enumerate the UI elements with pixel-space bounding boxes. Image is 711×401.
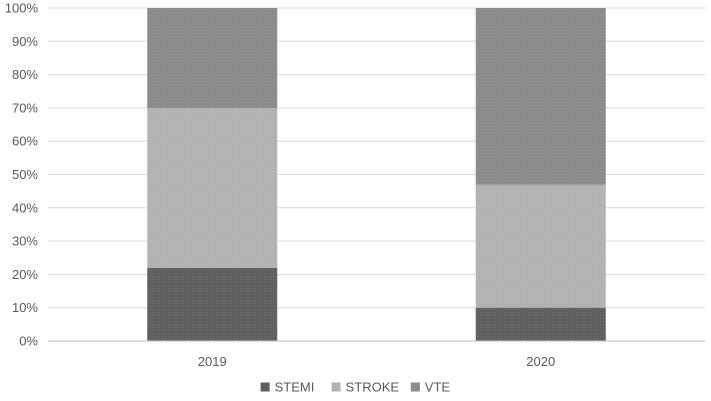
y-tick-label: 100% bbox=[5, 1, 39, 16]
bar-stemi-2019-texture bbox=[147, 267, 278, 341]
bar-vte-2020-texture bbox=[475, 8, 606, 185]
legend-swatch-stemi bbox=[260, 382, 270, 392]
y-axis: 0% 10% 20% 30% 40% 50% 60% 70% 80% 90% 100% bbox=[5, 1, 39, 349]
legend-label-stemi: STEMI bbox=[275, 380, 315, 395]
legend-swatch-vte bbox=[410, 382, 420, 392]
legend-label-stroke: STROKE bbox=[346, 380, 400, 395]
y-tick-label: 20% bbox=[12, 267, 38, 282]
y-tick-label: 30% bbox=[12, 234, 38, 249]
y-tick-label: 0% bbox=[19, 334, 38, 349]
y-tick-label: 70% bbox=[12, 100, 38, 115]
bars bbox=[147, 8, 606, 341]
y-tick-label: 60% bbox=[12, 134, 38, 149]
bar-stroke-2020-texture bbox=[475, 184, 606, 308]
x-tick-label: 2019 bbox=[198, 354, 227, 369]
y-tick-label: 90% bbox=[12, 34, 38, 49]
y-tick-label: 80% bbox=[12, 67, 38, 82]
legend: STEMI STROKE VTE bbox=[260, 380, 451, 395]
bar-vte-2019-texture bbox=[147, 8, 278, 108]
y-tick-label: 40% bbox=[12, 200, 38, 215]
legend-label-vte: VTE bbox=[425, 380, 451, 395]
gridlines bbox=[48, 7, 705, 309]
bar-stemi-2020-texture bbox=[475, 307, 606, 341]
legend-swatch-stroke bbox=[331, 382, 341, 392]
x-tick-label: 2020 bbox=[526, 354, 555, 369]
y-tick-label: 10% bbox=[12, 300, 38, 315]
y-tick-label: 50% bbox=[12, 167, 38, 182]
x-axis: 2019 2020 bbox=[198, 354, 555, 369]
bar-stroke-2019-texture bbox=[147, 107, 278, 268]
